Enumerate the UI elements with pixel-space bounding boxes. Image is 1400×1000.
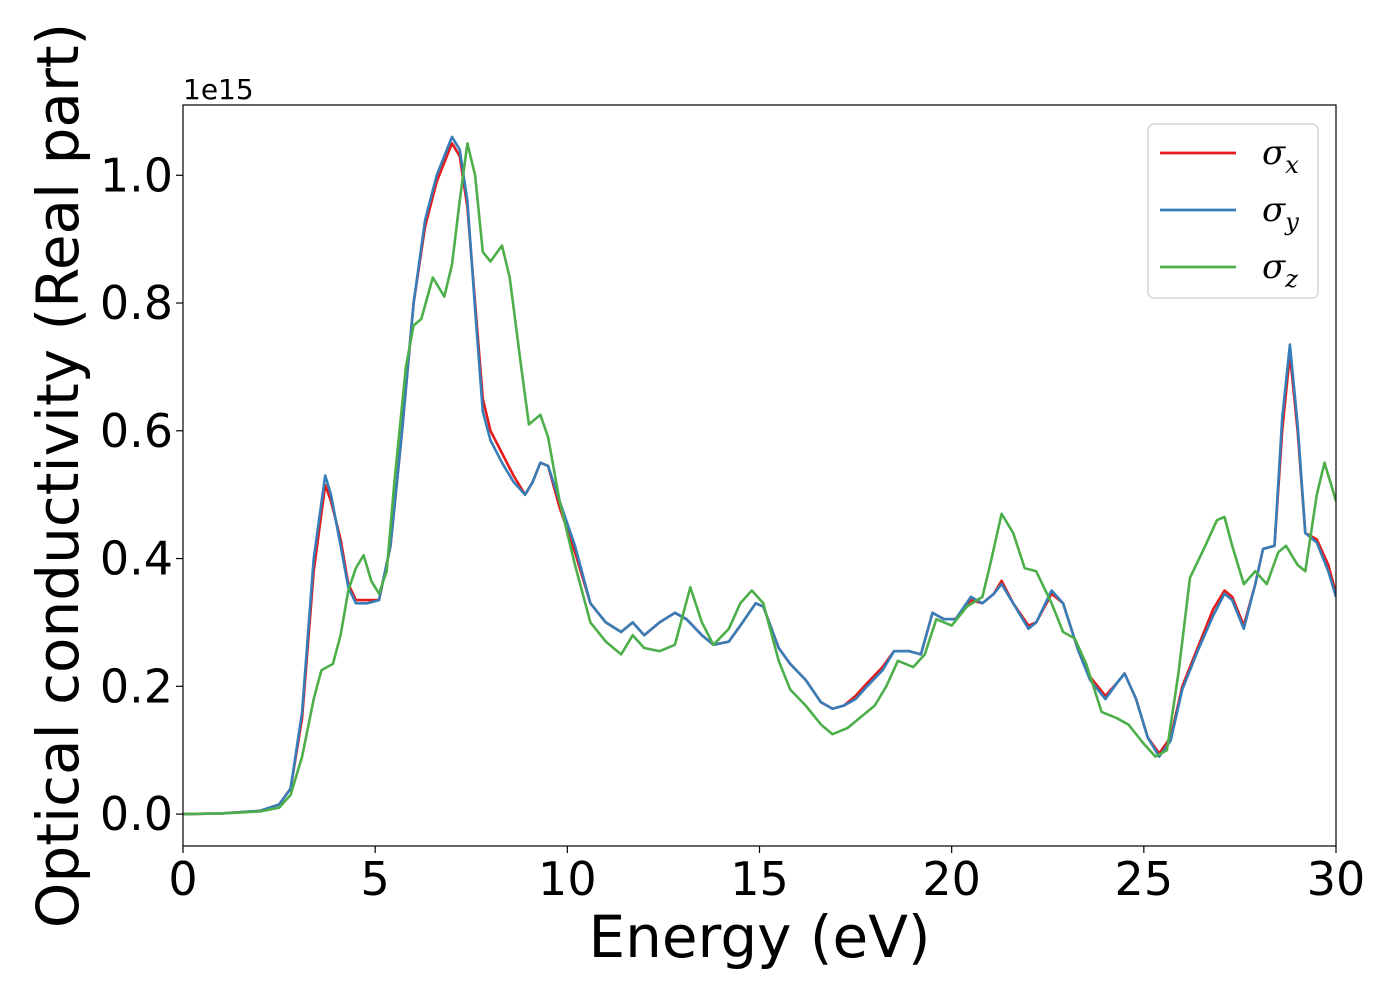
x-tick-label: 30 — [1307, 852, 1366, 906]
y-axis-offset-label: 1e15 — [183, 73, 254, 106]
legend-label-x: σx — [1262, 133, 1299, 179]
x-tick-label: 25 — [1115, 852, 1174, 906]
y-tick-label: 0.6 — [100, 404, 173, 458]
series-line-y — [183, 135, 1336, 816]
x-tick-label: 20 — [922, 852, 981, 906]
x-tick-label: 15 — [730, 852, 789, 906]
x-tick-label: 10 — [538, 852, 597, 906]
x-axis-title: Energy (eV) — [588, 903, 930, 971]
y-tick-label: 0.0 — [100, 787, 173, 841]
legend: σx σy σz — [1147, 123, 1319, 299]
y-tick-label: 0.8 — [100, 276, 173, 330]
y-tick-label: 1.0 — [100, 148, 173, 202]
y-axis-ticks: 0.0 0.2 0.4 0.6 0.8 1.0 — [100, 148, 183, 841]
y-tick-label: 0.4 — [100, 532, 173, 586]
legend-label-z: σz — [1262, 247, 1298, 293]
y-axis-title: Optical conductivity (Real part) — [24, 23, 92, 928]
series-line-z — [183, 142, 1336, 816]
y-tick-label: 0.2 — [100, 659, 173, 713]
x-axis-ticks: 0 5 10 15 20 25 30 — [168, 846, 1365, 906]
x-tick-label: 0 — [168, 852, 197, 906]
x-tick-label: 5 — [361, 852, 390, 906]
legend-label-y: σy — [1262, 190, 1299, 236]
